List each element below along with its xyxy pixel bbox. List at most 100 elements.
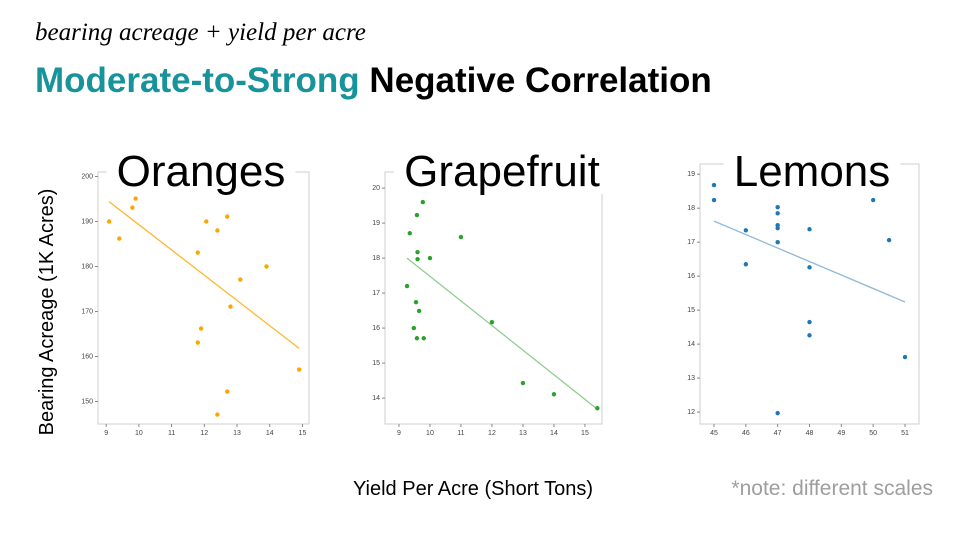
y-tick-label: 150 <box>81 398 93 405</box>
point <box>411 325 417 331</box>
x-tick-label: 15 <box>581 430 589 437</box>
chart-title: Grapefruit <box>404 147 600 196</box>
point <box>195 250 200 255</box>
point <box>775 222 780 228</box>
y-tick-label: 16 <box>372 325 380 332</box>
point <box>404 283 410 289</box>
y-tick-label: 160 <box>81 353 93 360</box>
y-tick-label: 190 <box>81 218 93 225</box>
title-highlight: Moderate-to-Strong <box>35 61 360 100</box>
point <box>238 277 243 282</box>
y-tick-label: 12 <box>687 409 695 416</box>
point <box>775 211 780 216</box>
y-tick-label: 19 <box>372 220 380 227</box>
x-tick-label: 14 <box>266 430 274 437</box>
point <box>520 380 526 386</box>
x-tick-label: 46 <box>742 430 750 437</box>
point <box>711 182 717 188</box>
point <box>215 412 220 417</box>
y-tick-label: 180 <box>81 263 93 270</box>
y-tick-label: 200 <box>81 173 93 180</box>
x-tick-label: 12 <box>200 430 208 437</box>
y-tick-label: 15 <box>372 360 380 367</box>
point <box>414 212 420 218</box>
note: *note: different scales <box>731 477 933 500</box>
point <box>807 265 812 270</box>
point <box>421 336 426 341</box>
chart-title: Lemons <box>734 147 891 196</box>
y-tick-label: 19 <box>687 171 695 178</box>
x-tick-label: 50 <box>869 430 877 437</box>
x-tick-label: 14 <box>550 430 558 437</box>
x-tick-label: 48 <box>806 430 814 437</box>
x-tick-label: 11 <box>457 430 464 437</box>
point <box>198 326 204 331</box>
slide-title: Moderate-to-Strong Negative Correlation <box>35 61 712 100</box>
point <box>595 406 600 411</box>
point <box>204 219 209 224</box>
x-tick-label: 9 <box>397 430 401 437</box>
point <box>415 256 420 262</box>
point <box>215 228 220 233</box>
x-tick-label: 13 <box>233 430 241 437</box>
x-tick-label: 13 <box>519 430 527 437</box>
point <box>711 197 717 203</box>
x-tick-label: 12 <box>488 430 496 437</box>
point <box>902 354 908 360</box>
chart-title: Oranges <box>117 147 286 196</box>
x-tick-label: 11 <box>168 430 175 437</box>
point <box>775 410 780 416</box>
y-tick-label: 17 <box>372 290 380 297</box>
point <box>807 319 812 325</box>
point <box>743 262 749 267</box>
point <box>228 304 233 309</box>
point <box>407 231 412 236</box>
point <box>775 226 780 231</box>
x-tick-label: 10 <box>135 430 143 437</box>
x-tick-label: 49 <box>837 430 845 437</box>
point <box>551 392 557 397</box>
y-tick-label: 15 <box>687 307 695 314</box>
y-tick-label: 14 <box>687 341 695 348</box>
point <box>296 367 302 372</box>
point <box>264 264 269 269</box>
point <box>775 239 780 245</box>
y-tick-label: 17 <box>687 239 695 246</box>
point <box>420 199 426 205</box>
subtitle: bearing acreage + yield per acre <box>35 19 366 46</box>
x-tick-label: 45 <box>710 430 718 437</box>
point <box>415 249 420 255</box>
title-rest: Negative Correlation <box>360 61 712 100</box>
y-tick-label: 18 <box>687 205 695 212</box>
plot-frame <box>97 171 310 425</box>
point <box>807 227 812 232</box>
point <box>225 389 230 394</box>
trend-line <box>406 257 598 410</box>
x-axis-label: Yield Per Acre (Short Tons) <box>353 478 593 500</box>
title-background <box>394 151 610 194</box>
point <box>775 204 780 210</box>
y-tick-label: 20 <box>372 185 380 192</box>
point <box>117 236 122 241</box>
point <box>133 196 138 201</box>
trend-line <box>713 220 906 303</box>
y-axis-label: Bearing Acreage (1K Acres) <box>36 189 58 436</box>
point <box>489 319 495 325</box>
y-tick-label: 16 <box>687 273 695 280</box>
point <box>886 237 892 243</box>
x-tick-label: 10 <box>426 430 434 437</box>
point <box>130 205 135 210</box>
trend-line <box>108 201 300 349</box>
point <box>870 197 876 203</box>
point <box>427 255 433 261</box>
point <box>106 219 112 224</box>
point <box>413 300 419 305</box>
y-tick-label: 13 <box>687 375 695 382</box>
x-tick-label: 9 <box>104 430 108 437</box>
y-tick-label: 18 <box>372 255 380 262</box>
point <box>743 228 749 233</box>
point <box>458 234 464 240</box>
point <box>414 336 420 341</box>
x-tick-label: 51 <box>901 430 909 437</box>
